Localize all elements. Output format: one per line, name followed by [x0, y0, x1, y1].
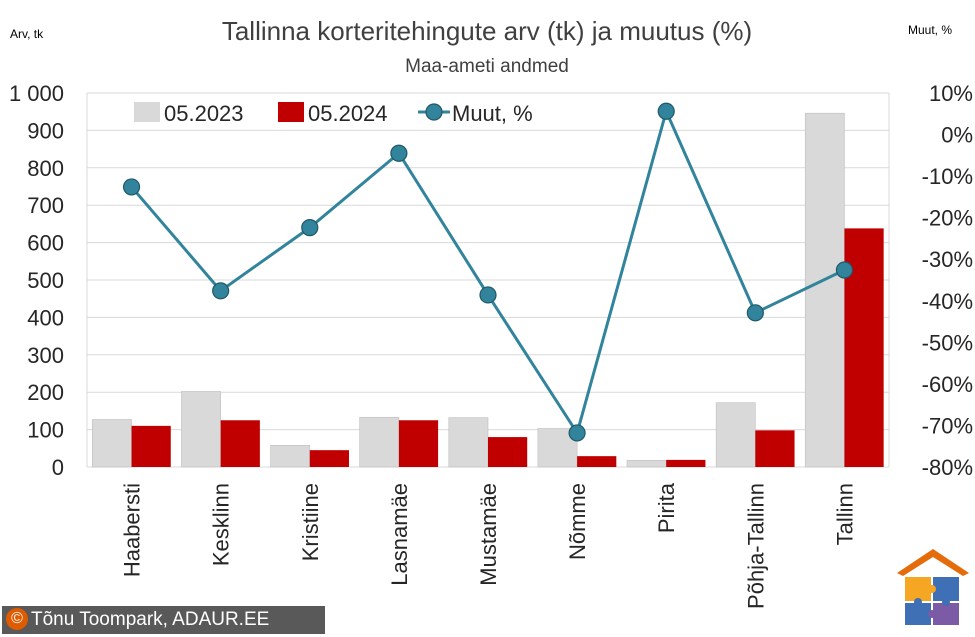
- x-tick-label: Nõmme: [565, 483, 590, 560]
- bar-05-2024: [666, 459, 706, 467]
- y-tick-label-left: 300: [27, 343, 64, 368]
- chart-title: Tallinna korteritehingute arv (tk) ja mu…: [222, 16, 752, 46]
- bar-05-2024: [488, 437, 528, 467]
- legend-label-2023: 05.2023: [164, 101, 244, 126]
- change-point: [657, 102, 675, 120]
- change-point: [212, 282, 230, 300]
- y-tick-label-left: 800: [27, 156, 64, 181]
- y-tick-label-left: 0: [52, 455, 64, 480]
- chart-subtitle: Maa-ameti andmed: [405, 56, 569, 77]
- y-tick-label-left: 1 000: [9, 81, 64, 106]
- bar-05-2023: [626, 459, 667, 468]
- change-line: [130, 106, 846, 437]
- bar-05-2023: [181, 391, 221, 468]
- x-tick-label: Põhja-Tallinn: [743, 483, 768, 609]
- y-axis-left-ticks: 0 100 200 300 400 500 600 700 800 900 1 000: [9, 81, 64, 480]
- y-tick-label-right: -40%: [922, 289, 973, 314]
- y-tick-label-right: 0%: [941, 123, 973, 148]
- copyright-credit: © Tõnu Toompark, ADAUR.EE: [2, 606, 325, 634]
- y-tick-label-left: 700: [27, 193, 64, 218]
- change-point: [479, 286, 497, 304]
- y-tick-label-right: 10%: [929, 81, 973, 106]
- bar-05-2023: [270, 445, 311, 468]
- change-point: [835, 261, 854, 279]
- x-tick-label: Haabersti: [120, 483, 145, 577]
- y-axis-right-ticks: -80% -70% -60% -50% -40% -30% -20% -10% 0% 10%: [922, 81, 973, 480]
- legend-label-change: Muut, %: [452, 101, 533, 126]
- bar-05-2023: [92, 419, 132, 468]
- x-tick-label: Mustamäe: [476, 483, 501, 586]
- y-tick-label-left: 200: [27, 380, 64, 405]
- y-tick-label-left: 400: [27, 305, 64, 330]
- x-tick-label: Pirita: [654, 482, 679, 533]
- y-tick-label-right: -80%: [922, 455, 973, 480]
- y-tick-label-right: -20%: [922, 206, 973, 231]
- change-point: [746, 304, 764, 322]
- y-tick-label-right: -50%: [922, 330, 973, 355]
- y-tick-label-right: -60%: [922, 372, 973, 397]
- legend-swatch-2023: [134, 102, 160, 122]
- change-point: [568, 424, 586, 442]
- credit-text: Tõnu Toompark, ADAUR.EE: [31, 609, 270, 630]
- y-tick-label-left: 900: [27, 118, 64, 143]
- bar-05-2023: [715, 402, 756, 468]
- y-axis-right-label: Muut, %: [908, 23, 952, 37]
- bar-05-2024: [220, 420, 260, 467]
- bar-05-2024: [309, 450, 349, 467]
- x-tick-label: Kristiine: [298, 483, 323, 561]
- legend: 05.2023 05.2024 Muut, %: [134, 101, 533, 126]
- y-tick-label-left: 100: [27, 418, 64, 443]
- y-tick-label-left: 500: [27, 268, 64, 293]
- y-tick-label-right: -70%: [922, 413, 973, 438]
- y-tick-label-right: -30%: [922, 247, 973, 272]
- change-point: [390, 144, 408, 162]
- bar-05-2023: [359, 416, 400, 468]
- house-puzzle-logo: [897, 549, 969, 625]
- bar-05-2024: [577, 456, 617, 467]
- bar-05-2024: [755, 430, 795, 467]
- bar-05-2023: [804, 112, 845, 468]
- change-point: [301, 219, 319, 237]
- y-axis-left-label: Arv, tk: [10, 27, 44, 41]
- y-tick-label-right: -10%: [922, 164, 973, 189]
- y-tick-label-left: 600: [27, 231, 64, 256]
- x-tick-label: Lasnamäe: [387, 483, 412, 586]
- x-axis-ticks: Haabersti Kesklinn Kristiine Lasnamäe Mustam…: [120, 482, 858, 609]
- legend-swatch-2024: [278, 102, 304, 122]
- change-point: [122, 178, 141, 196]
- legend-label-2024: 05.2024: [308, 101, 388, 126]
- change-line-series: [122, 102, 854, 442]
- x-tick-label: Kesklinn: [209, 483, 234, 566]
- legend-marker-change: [425, 103, 443, 121]
- bar-05-2023: [448, 417, 489, 468]
- bar-05-2024: [398, 420, 439, 467]
- bar-05-2024: [131, 425, 171, 467]
- x-tick-label: Tallinn: [832, 483, 857, 545]
- copyright-icon: ©: [6, 608, 28, 630]
- bar-series: [92, 112, 884, 468]
